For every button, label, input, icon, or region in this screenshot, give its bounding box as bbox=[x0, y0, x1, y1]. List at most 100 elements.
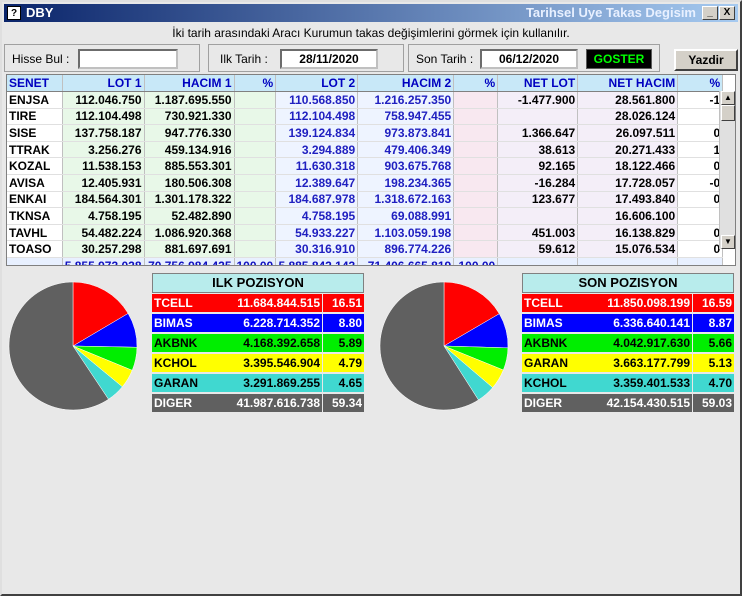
table-cell: 184.687.978 bbox=[275, 191, 359, 209]
ilk-tarih-field[interactable]: 28/11/2020 bbox=[280, 49, 378, 69]
position-row: TCELL 11.684.844.515 16.51 bbox=[152, 294, 364, 312]
table-cell: 12.389.647 bbox=[275, 174, 359, 192]
total-cell bbox=[7, 257, 63, 265]
table-cell bbox=[234, 207, 277, 225]
position-value: 3.359.401.533 bbox=[613, 376, 690, 390]
table-cell: -16.284 bbox=[497, 174, 579, 192]
table-cell: KOZAL bbox=[7, 157, 63, 176]
scroll-up-icon[interactable]: ▲ bbox=[721, 91, 735, 105]
table-cell: 11.538.153 bbox=[62, 157, 145, 176]
table-cell: TOASO bbox=[7, 240, 63, 259]
table-cell: -1.477.900 bbox=[497, 91, 579, 109]
grid-header[interactable]: HACIM 2 bbox=[357, 75, 455, 93]
table-row[interactable]: TKNSA 4.758.195 52.482.890 4.758.195 69.088.… bbox=[7, 207, 724, 225]
table-cell bbox=[234, 108, 277, 126]
grid-header[interactable]: LOT 1 bbox=[62, 75, 145, 93]
grid-header[interactable]: HACIM 1 bbox=[144, 75, 235, 93]
son-tarih-field[interactable]: 06/12/2020 bbox=[480, 49, 578, 69]
minimize-button[interactable]: _ bbox=[702, 6, 718, 20]
close-button[interactable]: X bbox=[719, 6, 735, 20]
position-value: 6.228.714.352 bbox=[243, 316, 320, 330]
position-row: AKBNK 4.042.917.630 5.66 bbox=[522, 334, 734, 352]
grid-vscrollbar[interactable]: ▲ ▼ bbox=[719, 91, 735, 249]
table-cell: 459.134.916 bbox=[144, 141, 235, 159]
grid-header[interactable]: NET LOT bbox=[497, 75, 579, 93]
table-cell: 139.124.834 bbox=[275, 124, 359, 142]
grid-header[interactable]: % bbox=[453, 75, 499, 93]
table-cell bbox=[497, 207, 579, 225]
table-row[interactable]: TOASO 30.257.298 881.697.691 30.316.910 896.… bbox=[7, 240, 724, 259]
table-cell bbox=[234, 224, 277, 242]
table-cell bbox=[453, 207, 499, 225]
total-cell: 5.855.973.028 bbox=[62, 257, 145, 265]
table-cell: 30.316.910 bbox=[275, 240, 359, 259]
table-cell: 184.564.301 bbox=[62, 191, 145, 209]
table-cell: 17.493.840 bbox=[577, 191, 679, 209]
table-cell: TKNSA bbox=[7, 207, 63, 225]
table-cell: -1 bbox=[677, 91, 724, 109]
grid-header[interactable]: % bbox=[234, 75, 277, 93]
table-row[interactable]: ENJSA 112.046.750 1.187.695.550 110.568.850… bbox=[7, 91, 724, 109]
position-code: DIGER bbox=[152, 394, 322, 412]
table-cell bbox=[453, 224, 499, 242]
table-cell bbox=[234, 191, 277, 209]
total-cell: 71.406.665.819 bbox=[357, 257, 455, 265]
goster-button[interactable]: GOSTER bbox=[586, 49, 652, 69]
table-cell bbox=[453, 141, 499, 159]
position-percent: 8.87 bbox=[693, 314, 734, 332]
table-cell: ENJSA bbox=[7, 91, 63, 109]
table-cell: 16.138.829 bbox=[577, 224, 679, 242]
table-cell: 12.405.931 bbox=[62, 174, 145, 192]
grid-header[interactable]: NET HACIM bbox=[577, 75, 679, 93]
ilk-pozisyon-title: ILK POZISYON bbox=[152, 273, 364, 293]
table-row[interactable]: SISE 137.758.187 947.776.330 139.124.834 973… bbox=[7, 124, 724, 142]
total-cell bbox=[577, 257, 679, 265]
total-cell bbox=[677, 257, 724, 265]
hisse-search-input[interactable] bbox=[78, 49, 178, 69]
position-row: BIMAS 6.336.640.141 8.87 bbox=[522, 314, 734, 332]
app-icon[interactable]: ? bbox=[7, 6, 21, 20]
table-row[interactable]: TIRE 112.104.498 730.921.330 112.104.498 758… bbox=[7, 108, 724, 126]
table-cell: 479.406.349 bbox=[357, 141, 455, 159]
table-cell: 198.234.365 bbox=[357, 174, 455, 192]
table-cell: 59.612 bbox=[497, 240, 579, 259]
table-cell: 137.758.187 bbox=[62, 124, 145, 142]
son-pozisyon-pie-chart bbox=[379, 281, 509, 411]
table-cell: 18.122.466 bbox=[577, 157, 679, 176]
yazdir-button[interactable]: Yazdir bbox=[674, 49, 738, 71]
grid-header[interactable]: % bbox=[677, 75, 724, 93]
total-cell bbox=[497, 257, 579, 265]
table-cell: 180.506.308 bbox=[144, 174, 235, 192]
table-cell: SISE bbox=[7, 124, 63, 142]
position-value: 42.154.430.515 bbox=[606, 396, 690, 410]
takas-grid[interactable]: SENET LOT 1 HACIM 1% LOT 2 HACIM 2% NET LOT NE… bbox=[6, 74, 736, 266]
total-cell: 100,00 bbox=[453, 257, 499, 265]
grid-header[interactable]: LOT 2 bbox=[275, 75, 359, 93]
position-value: 41.987.616.738 bbox=[236, 396, 320, 410]
table-cell: 1.216.257.350 bbox=[357, 91, 455, 109]
table-cell: 885.553.301 bbox=[144, 157, 235, 176]
position-value: 4.042.917.630 bbox=[613, 336, 690, 350]
table-cell bbox=[234, 91, 277, 109]
table-cell: 112.046.750 bbox=[62, 91, 145, 109]
table-cell bbox=[234, 124, 277, 142]
title-bar[interactable]: ? DBY Tarihsel Uye Takas Degisim _ X bbox=[4, 4, 738, 22]
position-percent: 16.51 bbox=[323, 294, 364, 312]
grid-header[interactable]: SENET bbox=[7, 75, 63, 93]
table-row[interactable]: KOZAL 11.538.153 885.553.301 11.630.318 903.… bbox=[7, 157, 724, 176]
scroll-down-icon[interactable]: ▼ bbox=[721, 235, 735, 249]
table-cell: 1.301.178.322 bbox=[144, 191, 235, 209]
position-code: AKBNK bbox=[152, 334, 322, 352]
table-row[interactable]: TAVHL 54.482.224 1.086.920.368 54.933.227 1.… bbox=[7, 224, 724, 242]
table-cell: 451.003 bbox=[497, 224, 579, 242]
position-row: AKBNK 4.168.392.658 5.89 bbox=[152, 334, 364, 352]
ilk-tarih-group bbox=[208, 44, 404, 72]
position-row: DIGER 41.987.616.738 59.34 bbox=[152, 394, 364, 412]
table-row[interactable]: AVISA 12.405.931 180.506.308 12.389.647 198.… bbox=[7, 174, 724, 192]
scroll-thumb[interactable] bbox=[721, 105, 735, 121]
table-row[interactable]: TTRAK 3.256.276 459.134.916 3.294.889 479.40… bbox=[7, 141, 724, 159]
table-row[interactable]: ENKAI 184.564.301 1.301.178.322 184.687.978… bbox=[7, 191, 724, 209]
position-row: TCELL 11.850.098.199 16.59 bbox=[522, 294, 734, 312]
table-cell: 0 bbox=[677, 224, 724, 242]
table-cell bbox=[677, 207, 724, 225]
